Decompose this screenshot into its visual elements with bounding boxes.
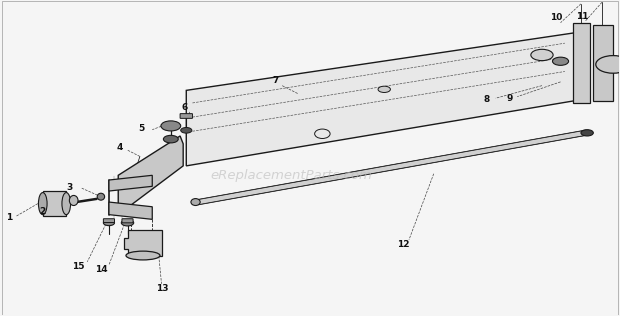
Text: 5: 5 (139, 124, 145, 133)
Ellipse shape (62, 192, 71, 215)
Text: 14: 14 (95, 265, 108, 274)
Text: 13: 13 (156, 284, 169, 293)
Circle shape (596, 56, 620, 73)
Ellipse shape (126, 251, 160, 260)
Polygon shape (573, 23, 590, 103)
Text: 7: 7 (273, 76, 279, 85)
Circle shape (552, 57, 569, 65)
Ellipse shape (38, 192, 47, 215)
Ellipse shape (69, 195, 78, 205)
Circle shape (581, 130, 593, 136)
FancyBboxPatch shape (104, 219, 115, 222)
Polygon shape (109, 202, 153, 219)
Ellipse shape (314, 129, 330, 138)
Polygon shape (125, 230, 162, 256)
Text: 6: 6 (182, 102, 188, 112)
Circle shape (104, 220, 115, 226)
Text: 1: 1 (6, 213, 12, 222)
Ellipse shape (191, 198, 200, 205)
Circle shape (122, 220, 134, 226)
FancyBboxPatch shape (180, 114, 192, 118)
Ellipse shape (97, 193, 105, 200)
Text: 3: 3 (67, 183, 73, 192)
Text: 4: 4 (117, 143, 123, 152)
Circle shape (161, 121, 180, 131)
Circle shape (531, 49, 553, 61)
Circle shape (180, 127, 192, 133)
Text: 10: 10 (550, 14, 562, 22)
Polygon shape (186, 31, 590, 166)
Polygon shape (43, 191, 66, 216)
Text: 12: 12 (397, 240, 409, 249)
Circle shape (164, 135, 178, 143)
Text: 2: 2 (40, 207, 46, 216)
Text: 8: 8 (484, 95, 490, 104)
Circle shape (378, 86, 391, 93)
Text: 11: 11 (576, 12, 588, 21)
Polygon shape (118, 136, 183, 215)
Polygon shape (593, 25, 613, 101)
Polygon shape (198, 130, 585, 204)
Text: 15: 15 (73, 262, 85, 271)
Text: eReplacementParts.com: eReplacementParts.com (211, 169, 373, 182)
Polygon shape (109, 175, 153, 191)
FancyBboxPatch shape (122, 219, 133, 223)
Text: 9: 9 (506, 94, 512, 103)
